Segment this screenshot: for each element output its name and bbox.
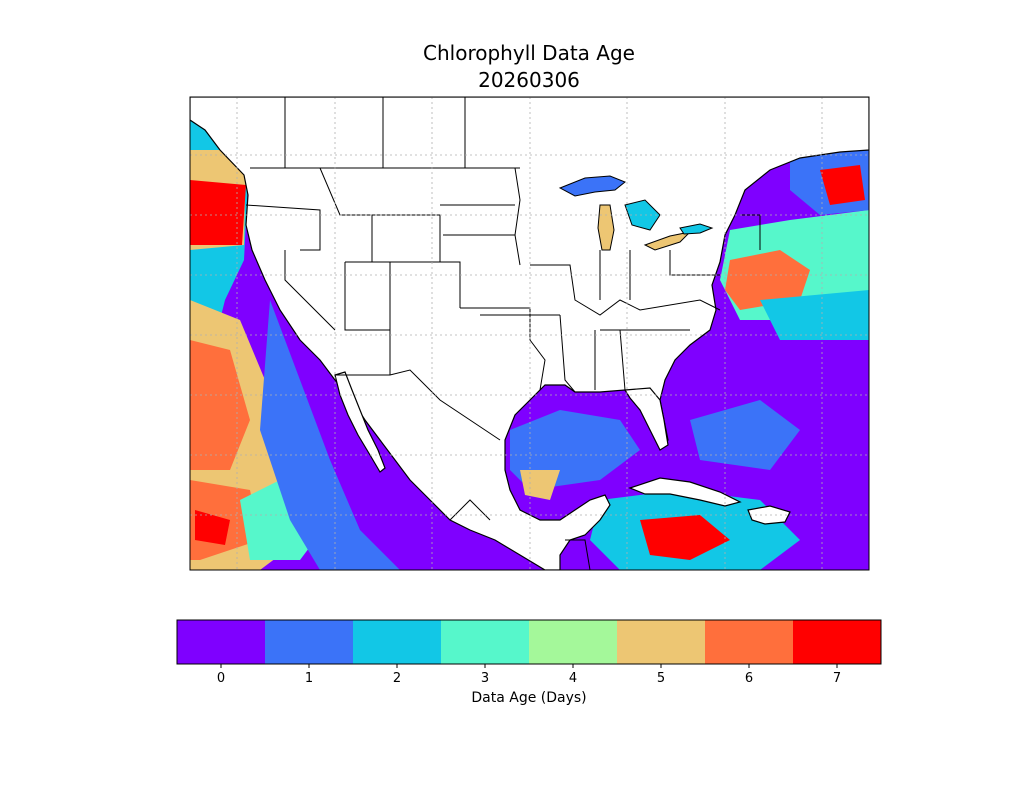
colorbar-label: Data Age (Days) [471, 690, 587, 706]
colorbar-segment-6 [705, 620, 794, 664]
colorbar [176, 619, 882, 668]
land-florida [623, 387, 669, 451]
graticule [190, 97, 869, 570]
land-cuba [628, 477, 742, 507]
colorbar-segment-0 [177, 620, 266, 664]
colorbar-segment-4 [529, 620, 618, 664]
caribbean-patch-day7 [640, 515, 730, 560]
colorbar-tick-label-4: 4 [568, 671, 578, 686]
colorbar-segment-5 [617, 620, 706, 664]
colorbar-tick-label-3: 3 [480, 671, 490, 686]
atlantic-patch-day2 [760, 290, 869, 340]
map-frame [189, 96, 870, 571]
map-plot-area [190, 97, 869, 570]
atlantic-patch-day6 [725, 250, 810, 310]
colorbar-tick-label-5: 5 [656, 671, 666, 686]
lake-michigan [597, 204, 615, 251]
map-title: Chlorophyll Data Age [423, 41, 635, 65]
land-hispaniola [747, 505, 791, 525]
colorbar-tick-label-7: 7 [832, 671, 842, 686]
colorbar-frame [176, 619, 882, 665]
colorbar-tick-label-2: 2 [392, 671, 402, 686]
atlantic-patch-day7 [820, 165, 865, 205]
lake-ontario [679, 223, 714, 235]
pacific-patch-day6 [190, 340, 250, 470]
lake-superior [558, 175, 626, 197]
colorbar-tick-label-0: 0 [216, 671, 226, 686]
pacific-patch-day1 [260, 300, 400, 570]
lake-erie [643, 231, 692, 251]
colorbar-tick-label-1: 1 [304, 671, 314, 686]
lake-huron [624, 199, 661, 231]
colorbar-segment-7 [793, 620, 882, 664]
atlantic-patch-day1b [690, 400, 800, 470]
colorbar-segment-2 [353, 620, 442, 664]
colorbar-segment-3 [441, 620, 530, 664]
map-date: 20260306 [478, 68, 580, 92]
pacific-patch-day7 [190, 180, 246, 245]
colorbar-segment-1 [265, 620, 354, 664]
colorbar-tick-label-6: 6 [744, 671, 754, 686]
pacific-patch-day7b [195, 510, 230, 545]
land-baja-california [334, 371, 386, 473]
